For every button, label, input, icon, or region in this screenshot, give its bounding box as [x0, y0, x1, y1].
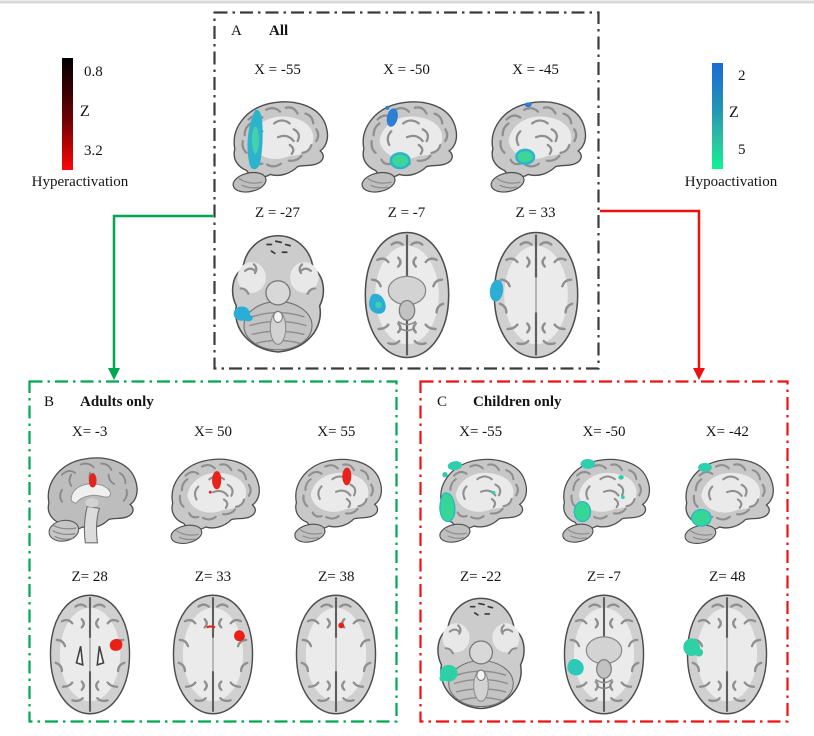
slice-label: Z = 33 [515, 204, 556, 221]
panel-children-only: C Children only X= -55 X= -50 X= -42 [419, 380, 789, 723]
slice-label: X= -42 [705, 423, 749, 440]
panel-children-axial-row [419, 588, 789, 720]
slice-label: Z= 33 [194, 568, 232, 585]
panel-children-sagittal-row [419, 444, 789, 554]
panel-adults-sagittal-row [28, 444, 398, 554]
slice-label: Z= 38 [318, 568, 355, 585]
panel-adults-letter: B [44, 394, 55, 410]
brain-slice-axial [38, 590, 142, 719]
hyperactivation-axis-label: Z [80, 103, 90, 120]
slice-label: X = -45 [512, 61, 559, 78]
slice-label: X = -50 [383, 61, 430, 78]
slice-label: X= -3 [71, 423, 108, 440]
slice-label: X= 50 [193, 423, 233, 440]
panel-all-axial-labels: Z = -27 Z = -7 Z = 33 [213, 204, 600, 222]
brain-slice-axial [223, 227, 333, 363]
panel-adults-sagittal-labels: X= -3 X= 50 X= 55 [28, 423, 398, 441]
brain-slice-axial [352, 227, 462, 363]
brain-slice-sagittal [550, 450, 658, 548]
slice-label: Z = -27 [254, 204, 301, 221]
slice-label: Z = -7 [387, 204, 426, 221]
brain-slice-sagittal [427, 450, 535, 548]
brain-slice-sagittal [348, 94, 466, 196]
brain-slice-sagittal [219, 94, 337, 196]
brain-slice-sagittal [672, 450, 782, 549]
hypoactivation-top-value: 2 [738, 68, 746, 84]
panel-all-sagittal-labels: X = -55 X = -50 X = -45 [213, 61, 600, 79]
slice-label: Z= -22 [459, 568, 502, 585]
slice-label: X= -50 [582, 423, 626, 440]
brain-slice-axial [161, 590, 265, 719]
brain-slice-axial [675, 590, 779, 719]
panel-children-sagittal-labels: X= -55 X= -50 X= -42 [419, 423, 789, 441]
brain-slice-sagittal [282, 451, 390, 547]
slice-label: X= 55 [317, 423, 356, 440]
slice-label: Z= -7 [587, 568, 621, 585]
brain-slice-axial [481, 227, 591, 363]
hyperactivation-colorbar [62, 58, 73, 170]
panel-adults-title: Adults only [80, 394, 154, 410]
brain-slice-sagittal [477, 94, 595, 196]
panel-adults-axial-row [28, 588, 398, 720]
brain-slice-sagittal-medial [34, 450, 146, 548]
hypoactivation-colorbar [712, 63, 723, 169]
panel-children-letter: C [437, 394, 448, 410]
slice-label: Z= 28 [71, 568, 108, 585]
panel-all-sagittal-row [213, 87, 600, 203]
panel-adults-only: B Adults only X= -3 X= 50 X= 55 [28, 380, 398, 723]
arrow-to-adults [108, 214, 213, 380]
arrow-to-children [600, 209, 705, 380]
slice-label: X= -55 [459, 423, 503, 440]
panel-all-letter: A [231, 23, 242, 39]
slice-label: Z= 48 [709, 568, 746, 585]
hypoactivation-caption: Hypoactivation [684, 174, 778, 190]
brain-slice-axial [552, 590, 656, 719]
slice-label: X = -55 [254, 61, 301, 78]
panel-all-axial-row [213, 225, 600, 365]
panel-all: A All X = -55 X = -50 X = -45 [213, 11, 600, 370]
hypoactivation-bottom-value: 5 [738, 142, 746, 158]
panel-all-title: All [269, 23, 289, 39]
brain-slice-axial [284, 590, 388, 719]
hyperactivation-bottom-value: 3.2 [84, 143, 103, 159]
panel-children-title: Children only [473, 394, 562, 410]
brain-slice-axial [429, 590, 533, 719]
hypoactivation-axis-label: Z [729, 104, 739, 121]
panel-children-axial-labels: Z= -22 Z= -7 Z= 48 [419, 568, 789, 586]
panel-adults-axial-labels: Z= 28 Z= 33 Z= 38 [28, 568, 398, 586]
hyperactivation-top-value: 0.8 [84, 64, 103, 80]
hyperactivation-caption: Hyperactivation [31, 174, 129, 190]
brain-slice-sagittal [158, 451, 268, 548]
